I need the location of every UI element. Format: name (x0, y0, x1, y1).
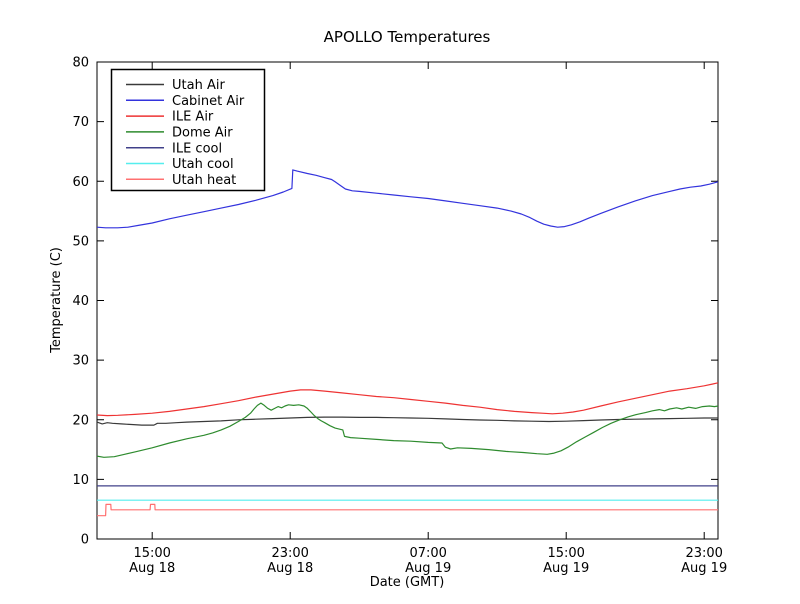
series-line-ile-air (96, 382, 719, 417)
x-tick-label-time: 15:00 (547, 546, 584, 561)
legend-label-dome-air: Dome Air (172, 125, 233, 140)
x-tick-label-date: Aug 18 (129, 561, 175, 576)
y-tick-label: 50 (72, 234, 89, 249)
y-tick-label: 10 (72, 473, 89, 488)
y-tick-label: 0 (81, 533, 89, 548)
x-tick-label-time: 07:00 (409, 546, 446, 561)
series-line-cabinet-air (96, 169, 719, 229)
x-tick-label-time: 23:00 (271, 546, 308, 561)
legend-label-cabinet-air: Cabinet Air (172, 94, 245, 109)
y-axis-label: Temperature (C) (49, 247, 64, 354)
x-axis-label: Date (GMT) (370, 575, 445, 590)
y-tick-label: 20 (72, 413, 89, 428)
x-tick-label-date: Aug 19 (543, 561, 589, 576)
data-series (96, 169, 719, 517)
x-tick-label-date: Aug 19 (405, 561, 451, 576)
y-tick-label: 30 (72, 354, 89, 369)
series-line-utah-air (96, 416, 718, 426)
legend-box (110, 68, 266, 192)
x-tick-label-time: 15:00 (133, 546, 170, 561)
y-tick-label: 70 (72, 115, 89, 130)
x-tick-label-time: 23:00 (685, 546, 722, 561)
series-line-utah-heat (97, 503, 718, 517)
chart-title: APOLLO Temperatures (324, 28, 491, 46)
legend-label-ile-cool: ILE cool (172, 141, 222, 156)
legend-label-utah-cool: Utah cool (172, 157, 234, 172)
series-line-dome-air (96, 402, 719, 458)
legend-label-ile-air: ILE Air (172, 110, 214, 125)
legend-label-utah-air: Utah Air (172, 78, 225, 93)
legend-label-utah-heat: Utah heat (172, 173, 236, 188)
y-tick-label: 60 (72, 175, 89, 190)
x-tick-label-date: Aug 18 (267, 561, 313, 576)
y-tick-label: 80 (72, 56, 89, 71)
y-tick-label: 40 (72, 294, 89, 309)
x-tick-label-date: Aug 19 (681, 561, 727, 576)
